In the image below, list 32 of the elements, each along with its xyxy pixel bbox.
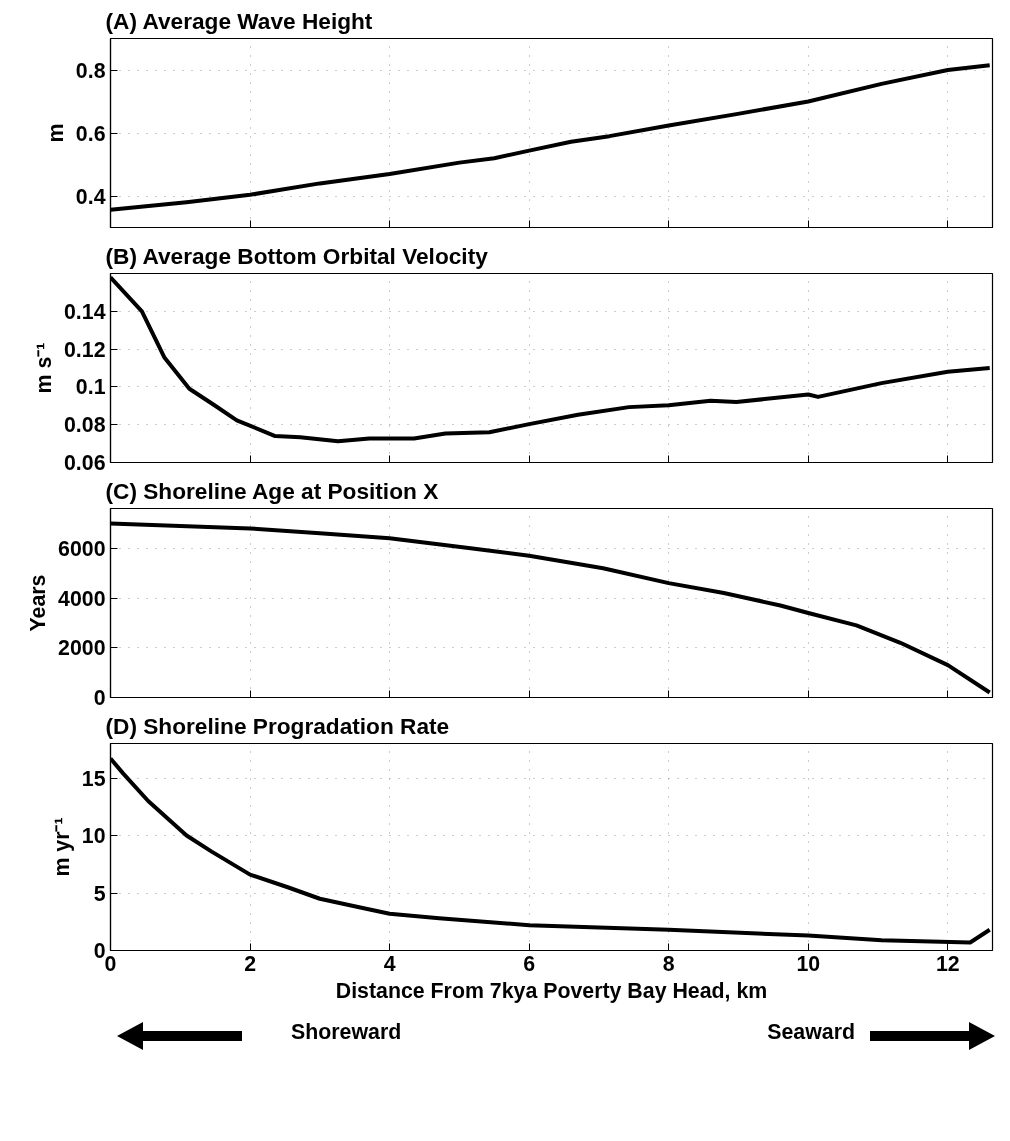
chart-title: (D) Shoreline Progradation Rate bbox=[105, 712, 450, 739]
y-axis-title: m yr⁻¹ bbox=[49, 817, 74, 877]
x-axis-title: Distance From 7kya Poverty Bay Head, km bbox=[335, 978, 768, 1003]
y-tick-label: 2000 bbox=[58, 636, 106, 661]
x-tick-label: 8 bbox=[662, 951, 675, 976]
y-tick-label: 0.12 bbox=[63, 337, 106, 362]
y-axis-title: m bbox=[43, 123, 68, 143]
y-axis-title: m s⁻¹ bbox=[31, 342, 56, 394]
y-tick-label: 0.4 bbox=[75, 184, 106, 209]
y-tick-label: 0.08 bbox=[63, 413, 106, 438]
y-tick-label: 0.1 bbox=[75, 375, 106, 400]
x-tick-label: 12 bbox=[935, 951, 960, 976]
y-tick-label: 0.6 bbox=[75, 121, 106, 146]
chart-title: (A) Average Wave Height bbox=[105, 7, 373, 34]
text: Seaward bbox=[767, 1020, 855, 1045]
chart-title: (C) Shoreline Age at Position X bbox=[105, 477, 439, 504]
y-tick-label: 0.14 bbox=[63, 299, 106, 324]
chart-title: (B) Average Bottom Orbital Velocity bbox=[105, 242, 489, 269]
y-tick-label: 15 bbox=[81, 766, 106, 791]
y-tick-label: 0.8 bbox=[75, 58, 106, 83]
x-tick-label: 6 bbox=[523, 951, 536, 976]
x-tick-label: 2 bbox=[244, 951, 256, 976]
x-tick-label: 10 bbox=[796, 951, 821, 976]
x-tick-label: 4 bbox=[383, 951, 396, 976]
text: Shoreward bbox=[291, 1020, 402, 1045]
y-tick-label: 5 bbox=[93, 881, 106, 906]
y-tick-label: 10 bbox=[81, 824, 106, 848]
y-tick-label: 0.06 bbox=[63, 451, 106, 475]
y-tick-label: 4000 bbox=[58, 586, 106, 611]
y-tick-label: 0 bbox=[93, 686, 106, 710]
y-axis-title: Years bbox=[26, 574, 51, 632]
y-tick-label: 6000 bbox=[58, 536, 106, 561]
